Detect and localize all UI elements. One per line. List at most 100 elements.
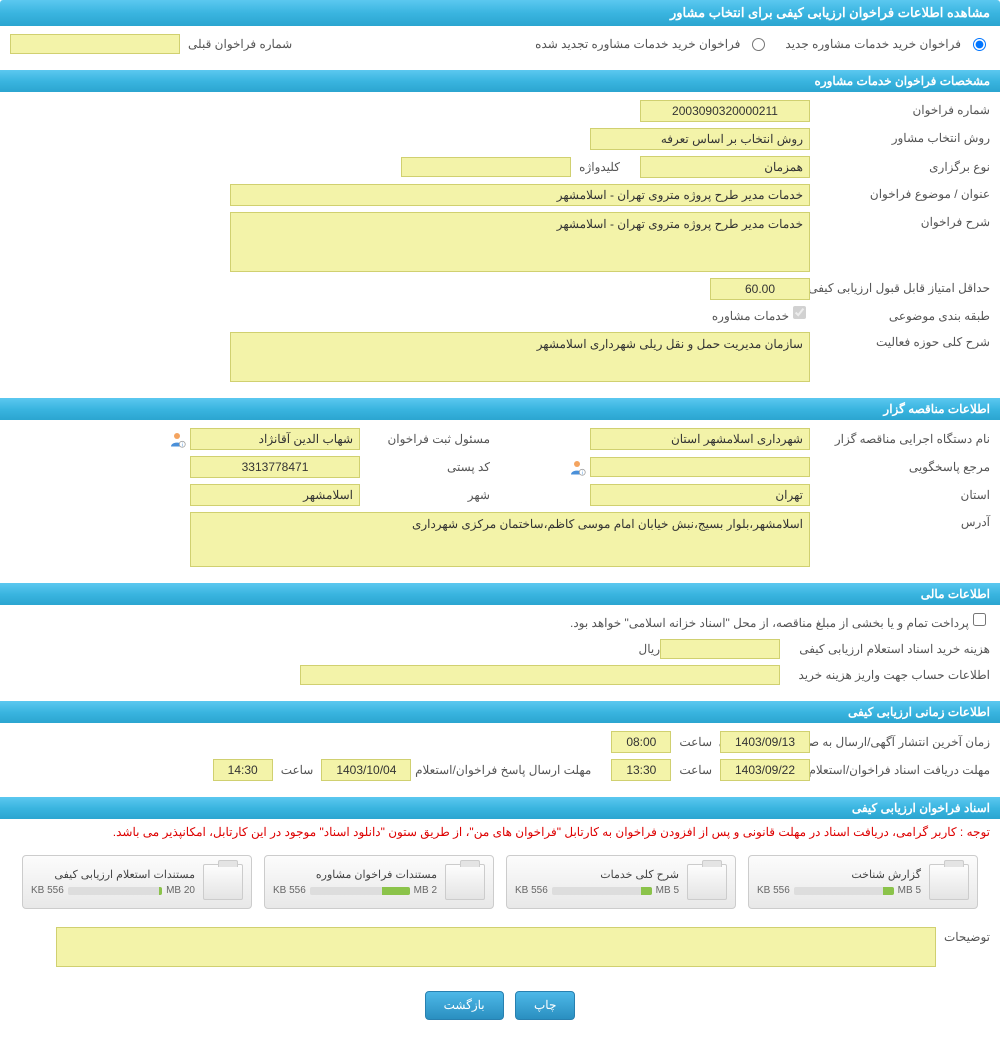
folder-icon	[929, 864, 969, 900]
section1-content: شماره فراخوان 2003090320000211 روش انتخا…	[0, 92, 1000, 396]
city-field: اسلامشهر	[190, 484, 360, 506]
scope-label: شرح کلی حوزه فعالیت	[810, 332, 990, 352]
contact-field[interactable]	[590, 457, 810, 477]
desc-field: خدمات مدیر طرح پروژه متروی تهران - اسلام…	[230, 212, 810, 272]
folder-icon	[445, 864, 485, 900]
folder-icon	[687, 864, 727, 900]
type-label: نوع برگزاری	[810, 157, 990, 177]
page-title: مشاهده اطلاعات فراخوان ارزیابی کیفی برای…	[0, 0, 1000, 26]
file-name: گزارش شناخت	[757, 868, 921, 881]
file-grid: گزارش شناخت 5 MB 556 KB شرح کلی خدمات 5 …	[0, 845, 1000, 919]
publish-time-field: 08:00	[611, 731, 671, 753]
keyword-field[interactable]	[401, 157, 571, 177]
back-button[interactable]: بازگشت	[425, 991, 504, 1020]
user-icon[interactable]: i	[568, 458, 586, 476]
currency-label: ریال	[630, 639, 660, 659]
contact-label: مرجع پاسخگویی	[810, 457, 990, 477]
svg-text:i: i	[182, 443, 183, 449]
desc-label: شرح فراخوان	[810, 212, 990, 232]
category-label: طبقه بندی موضوعی	[810, 306, 990, 326]
payment-note: پرداخت تمام و یا بخشی از مبلغ مناقصه، از…	[562, 613, 969, 633]
top-options-area: فراخوان خرید خدمات مشاوره جدید فراخوان خ…	[0, 26, 1000, 68]
file-name: مستندات فراخوان مشاوره	[273, 868, 437, 881]
file-size: 556 KB	[515, 885, 548, 896]
section3-header: اطلاعات مالی	[0, 583, 1000, 605]
file-size: 556 KB	[31, 885, 64, 896]
city-label: شهر	[360, 485, 490, 505]
section3-content: پرداخت تمام و یا بخشی از مبلغ مناقصه، از…	[0, 605, 1000, 699]
file-size: 556 KB	[757, 885, 790, 896]
file-card[interactable]: گزارش شناخت 5 MB 556 KB	[748, 855, 978, 909]
org-field: شهرداری اسلامشهر استان	[590, 428, 810, 450]
hour-label-2: ساعت	[671, 763, 720, 777]
section5-header: اسناد فراخوان ارزیابی کیفی	[0, 797, 1000, 819]
address-field: اسلامشهر،بلوار بسیج،نبش خیابان امام موسی…	[190, 512, 810, 567]
reply-time-field: 14:30	[213, 759, 273, 781]
address-label: آدرس	[810, 512, 990, 532]
svg-text:i: i	[582, 471, 583, 477]
registrar-label: مسئول ثبت فراخوان	[360, 429, 490, 449]
progress-bar	[68, 887, 162, 895]
number-label: شماره فراخوان	[810, 100, 990, 120]
user-icon[interactable]: i	[168, 430, 186, 448]
publish-date-field: 1403/09/13	[720, 731, 810, 753]
keyword-label: کلیدواژه	[571, 157, 620, 177]
file-card[interactable]: شرح کلی خدمات 5 MB 556 KB	[506, 855, 736, 909]
section4-header: اطلاعات زمانی ارزیابی کیفی	[0, 701, 1000, 723]
progress-bar	[552, 887, 652, 895]
reply-date-field: 1403/10/04	[321, 759, 411, 781]
publish-label: زمان آخرین انتشار آگهی/ارسال به صفحه اعل…	[810, 732, 990, 752]
cost-field[interactable]	[660, 639, 780, 659]
section2-header: اطلاعات مناقصه گزار	[0, 398, 1000, 420]
subject-field: خدمات مدیر طرح پروژه متروی تهران - اسلام…	[230, 184, 810, 206]
prev-number-label: شماره فراخوان قبلی	[180, 34, 292, 54]
prev-number-field[interactable]	[10, 34, 180, 54]
method-field: روش انتخاب بر اساس تعرفه	[590, 128, 810, 150]
hour-label-3: ساعت	[273, 763, 322, 777]
notes-field[interactable]	[56, 927, 936, 967]
type-field: همزمان	[640, 156, 810, 178]
print-button[interactable]: چاپ	[515, 991, 575, 1020]
file-max: 5 MB	[898, 885, 921, 896]
cost-label: هزینه خرید اسناد استعلام ارزیابی کیفی	[780, 639, 990, 659]
file-name: شرح کلی خدمات	[515, 868, 679, 881]
tender-type-radios: فراخوان خرید خدمات مشاوره جدید فراخوان خ…	[527, 34, 990, 54]
org-label: نام دستگاه اجرایی مناقصه گزار	[810, 429, 990, 449]
radio-new-label: فراخوان خرید خدمات مشاوره جدید	[777, 34, 961, 54]
section2-content: نام دستگاه اجرایی مناقصه گزار شهرداری اس…	[0, 420, 1000, 581]
file-card[interactable]: مستندات استعلام ارزیابی کیفی 20 MB 556 K…	[22, 855, 252, 909]
subject-label: عنوان / موضوع فراخوان	[810, 184, 990, 204]
download-notice: توجه : کاربر گرامی، دریافت اسناد در مهلت…	[0, 819, 1000, 845]
registrar-field: شهاب الدین آقانژاد	[190, 428, 360, 450]
receive-date-field: 1403/09/22	[720, 759, 810, 781]
progress-bar	[310, 887, 410, 895]
file-card[interactable]: مستندات فراخوان مشاوره 2 MB 556 KB	[264, 855, 494, 909]
file-max: 20 MB	[166, 885, 195, 896]
min-score-field: 60.00	[710, 278, 810, 300]
method-label: روش انتخاب مشاور	[810, 128, 990, 148]
notes-label: توضیحات	[936, 927, 990, 947]
min-score-label: حداقل امتیاز قابل قبول ارزیابی کیفی	[810, 278, 990, 298]
category-check-label: خدمات مشاوره	[704, 306, 789, 326]
account-field[interactable]	[300, 665, 780, 685]
province-label: استان	[810, 485, 990, 505]
radio-new-tender[interactable]	[973, 38, 986, 51]
province-field: تهران	[590, 484, 810, 506]
treasury-checkbox[interactable]	[973, 613, 986, 626]
hour-label-1: ساعت	[671, 735, 720, 749]
scope-field: سازمان مدیریت حمل و نقل ریلی شهرداری اسل…	[230, 332, 810, 382]
receive-time-field: 13:30	[611, 759, 671, 781]
number-field: 2003090320000211	[640, 100, 810, 122]
progress-bar	[794, 887, 894, 895]
section1-header: مشخصات فراخوان خدمات مشاوره	[0, 70, 1000, 92]
postal-label: کد پستی	[360, 457, 490, 477]
file-size: 556 KB	[273, 885, 306, 896]
receive-label: مهلت دریافت اسناد فراخوان/استعلام	[810, 760, 990, 780]
radio-renewed-tender[interactable]	[752, 38, 765, 51]
button-row: چاپ بازگشت	[0, 981, 1000, 1030]
file-name: مستندات استعلام ارزیابی کیفی	[31, 868, 195, 881]
postal-field: 3313778471	[190, 456, 360, 478]
radio-renewed-label: فراخوان خرید خدمات مشاوره تجدید شده	[527, 34, 740, 54]
folder-icon	[203, 864, 243, 900]
file-max: 5 MB	[656, 885, 679, 896]
